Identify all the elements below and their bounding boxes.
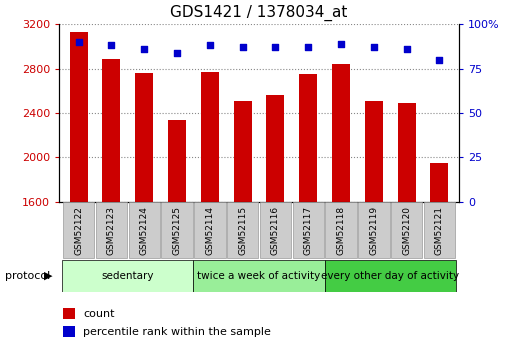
Bar <box>201 72 219 202</box>
Bar <box>398 103 416 202</box>
Bar <box>70 32 88 202</box>
Text: ▶: ▶ <box>44 271 52 281</box>
Bar <box>430 163 448 202</box>
Bar <box>233 101 252 202</box>
Point <box>337 41 345 47</box>
Bar <box>135 73 153 202</box>
Title: GDS1421 / 1378034_at: GDS1421 / 1378034_at <box>170 5 348 21</box>
Bar <box>325 203 357 258</box>
Point <box>140 46 148 52</box>
Bar <box>62 260 193 292</box>
Text: sedentary: sedentary <box>102 271 154 281</box>
Bar <box>129 203 160 258</box>
Bar <box>358 203 389 258</box>
Text: GSM52114: GSM52114 <box>205 206 214 255</box>
Bar <box>63 308 75 319</box>
Text: every other day of activity: every other day of activity <box>321 271 459 281</box>
Text: percentile rank within the sample: percentile rank within the sample <box>83 327 271 337</box>
Bar <box>325 260 456 292</box>
Text: protocol: protocol <box>5 271 50 281</box>
Point <box>239 45 247 50</box>
Bar <box>193 260 325 292</box>
Bar <box>168 120 186 202</box>
Point <box>370 45 378 50</box>
Point <box>107 43 115 48</box>
Bar <box>292 203 324 258</box>
Bar <box>299 74 317 202</box>
Bar <box>63 203 94 258</box>
Bar <box>266 95 285 202</box>
Text: GSM52124: GSM52124 <box>140 206 149 255</box>
Point <box>436 57 444 62</box>
Text: GSM52116: GSM52116 <box>271 206 280 255</box>
Text: GSM52117: GSM52117 <box>304 206 313 255</box>
Bar <box>424 203 455 258</box>
Bar <box>96 203 127 258</box>
Bar <box>63 326 75 337</box>
Text: twice a week of activity: twice a week of activity <box>198 271 321 281</box>
Text: GSM52122: GSM52122 <box>74 206 83 255</box>
Bar <box>365 101 383 202</box>
Text: GSM52115: GSM52115 <box>238 206 247 255</box>
Text: GSM52125: GSM52125 <box>172 206 182 255</box>
Bar <box>194 203 226 258</box>
Text: GSM52119: GSM52119 <box>369 206 379 255</box>
Text: count: count <box>83 309 114 319</box>
Bar <box>227 203 259 258</box>
Point <box>173 50 181 55</box>
Point <box>403 46 411 52</box>
Bar <box>391 203 422 258</box>
Text: GSM52123: GSM52123 <box>107 206 116 255</box>
Point <box>304 45 312 50</box>
Bar <box>260 203 291 258</box>
Point <box>271 45 280 50</box>
Point <box>74 39 83 45</box>
Bar <box>161 203 193 258</box>
Point <box>206 43 214 48</box>
Text: GSM52120: GSM52120 <box>402 206 411 255</box>
Bar <box>103 59 121 202</box>
Text: GSM52118: GSM52118 <box>337 206 346 255</box>
Bar <box>332 64 350 202</box>
Text: GSM52121: GSM52121 <box>435 206 444 255</box>
